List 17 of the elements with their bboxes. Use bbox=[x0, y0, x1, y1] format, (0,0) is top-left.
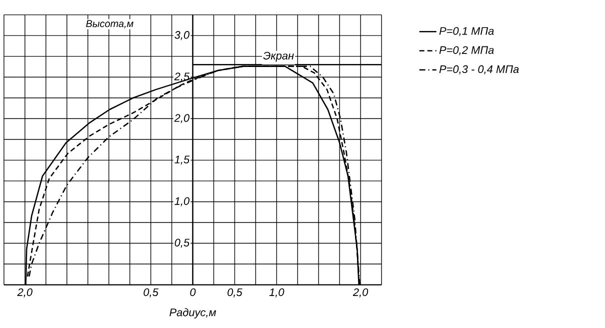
y-tick-label: 1,0 bbox=[174, 197, 190, 206]
x-tick-label: 1,0 bbox=[269, 288, 284, 298]
y-tick-label: 0,5 bbox=[174, 238, 190, 248]
x-tick-label: 0 bbox=[190, 288, 196, 296]
y-tick-label: 3,0 bbox=[174, 31, 190, 40]
x-axis-title: Радиус,м bbox=[170, 308, 216, 318]
legend-label: P=0,2 МПа bbox=[439, 46, 494, 56]
x-tick-label: 0,5 bbox=[228, 288, 242, 298]
x-tick-label: 2,0 bbox=[352, 288, 368, 298]
x-tick-label: 2,0 bbox=[17, 288, 32, 298]
y-tick-label: 2,0 bbox=[174, 114, 190, 124]
y-axis-title: Высота,м bbox=[86, 20, 134, 28]
x-tick-label: 0,5 bbox=[144, 288, 158, 298]
y-tick-label: 1,5 bbox=[174, 156, 190, 165]
annotation: Экран bbox=[263, 52, 294, 62]
legend-label: P=0,1 МПа bbox=[439, 27, 494, 36]
legend-label: P=0,3 - 0,4 МПа bbox=[439, 65, 519, 74]
